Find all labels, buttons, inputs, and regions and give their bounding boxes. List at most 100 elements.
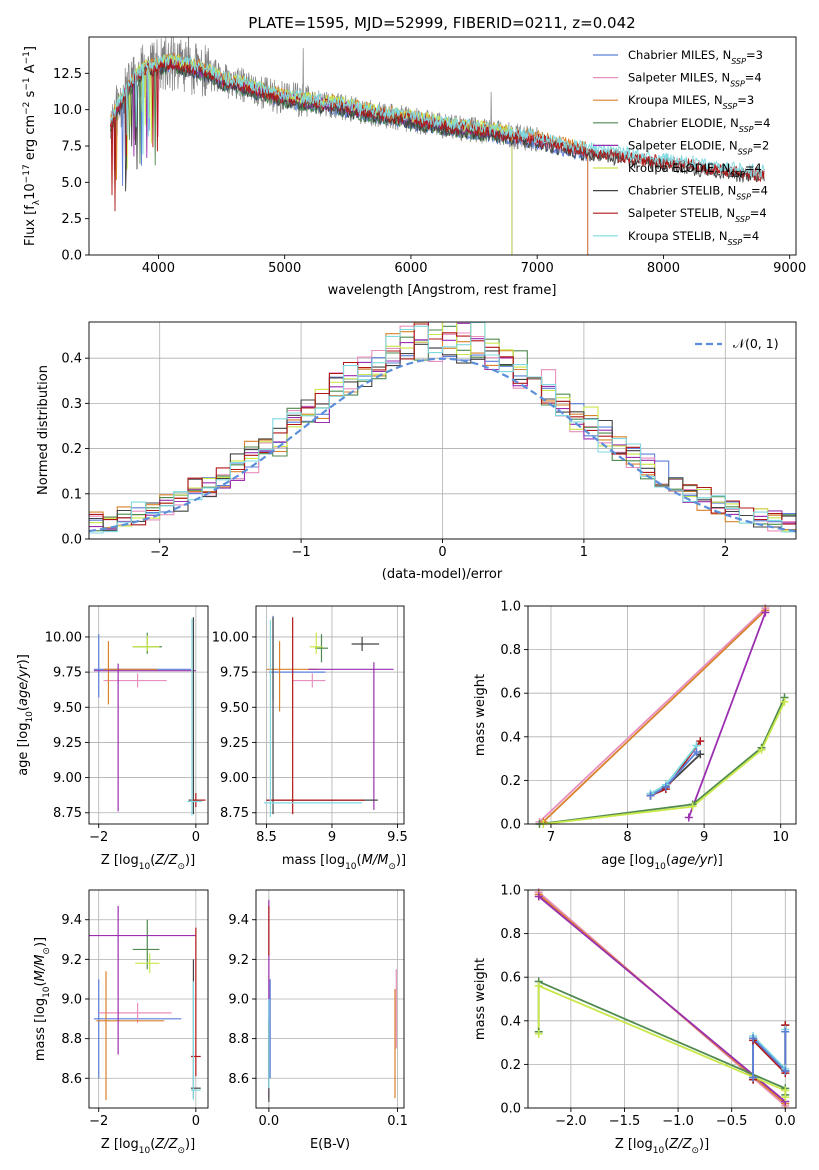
weight-marker <box>684 813 693 822</box>
legend-label: 𝒩(0, 1) <box>733 336 779 351</box>
age_vs_mass-frame <box>255 605 405 825</box>
weight_vs_age-axes: 7 8 9 10 0.0 0.2 0.4 0.6 0.8 1.0 age [log10(age/yr… <box>473 600 797 872</box>
estimate-kroupa-elodie <box>132 635 160 652</box>
estimate-kroupa-elodie <box>309 632 323 654</box>
age-vs-Z-y-label: age [log10(age/yr)] <box>16 654 35 776</box>
weight-line-kroupa-elodie <box>543 701 786 824</box>
weight-marker <box>781 1027 790 1036</box>
mass_vs_EBV-plot-area <box>268 899 397 1103</box>
y-tick-label: 10.00 <box>45 630 82 645</box>
y-tick-label: 8.75 <box>220 806 249 821</box>
model-spectrum-chabrier-elodie <box>110 61 513 255</box>
x-tick-label: 9.5 <box>387 830 408 845</box>
legend-label: Salpeter ELODIE, NSSP=2 <box>628 138 769 156</box>
x-tick-label: 0 <box>192 1114 200 1129</box>
weight-marker <box>661 782 670 791</box>
x-tick-label: 8 <box>623 830 631 845</box>
weight-marker <box>780 697 789 706</box>
x-tick-label: 9000 <box>773 261 806 276</box>
x-tick-label: 9 <box>328 830 336 845</box>
legend-label: Salpeter MILES, NSSP=4 <box>628 71 762 89</box>
legend-label: Chabrier STELIB, NSSP=4 <box>628 184 768 202</box>
weight-marker <box>534 981 543 990</box>
estimate-salpeter-miles <box>98 1002 172 1023</box>
y-tick-label: 10.0 <box>53 103 82 118</box>
y-tick-label: 9.75 <box>53 666 82 681</box>
y-tick-label: 0.2 <box>500 774 521 789</box>
y-tick-label: 1.0 <box>500 884 521 899</box>
age_vs_mass-plot-area <box>263 615 394 817</box>
x-tick-label: 1 <box>580 545 588 560</box>
x-tick-label: 7000 <box>521 261 554 276</box>
weight-marker <box>692 748 701 757</box>
x-tick-label: −2 <box>89 830 108 845</box>
legend-label: Kroupa MILES, NSSP=3 <box>628 93 754 111</box>
y-tick-label: 9.25 <box>53 736 82 751</box>
x-tick-label: −2 <box>150 545 169 560</box>
histogram-kroupa-stelib <box>89 322 796 534</box>
legend-label: Chabrier ELODIE, NSSP=4 <box>628 116 770 134</box>
estimate-kroupa-miles <box>96 971 165 1101</box>
x-tick-label: 8000 <box>647 261 680 276</box>
y-tick-label: 0.8 <box>500 643 521 658</box>
weight-marker <box>749 1034 758 1043</box>
y-tick-label: 0.0 <box>61 249 82 264</box>
weight-vs-Z-y-label: mass weight <box>473 958 488 1040</box>
y-tick-label: 9.4 <box>228 913 249 928</box>
model-spectrum-chabrier-stelib <box>110 60 765 192</box>
x-tick-label: 8.5 <box>256 830 277 845</box>
weight-line-kroupa-stelib <box>650 744 698 795</box>
x-tick-label: 0 <box>438 545 446 560</box>
x-tick-label: −0.5 <box>716 1114 748 1129</box>
weight-marker <box>781 1093 790 1102</box>
estimate-salpeter-miles <box>292 673 326 688</box>
y-tick-label: 8.6 <box>228 1072 249 1087</box>
y-tick-label: 9.0 <box>61 993 82 1008</box>
x-tick-label: −1 <box>292 545 311 560</box>
estimate-chabrier-elodie <box>314 634 329 663</box>
y-tick-label: 0.0 <box>500 1102 521 1117</box>
weight-line-chabrier-miles <box>752 1031 787 1078</box>
x-tick-label: 0.1 <box>387 1114 408 1129</box>
weight-marker <box>534 1029 543 1038</box>
y-tick-label: 9.25 <box>220 736 249 751</box>
y-tick-label: 8.6 <box>61 1072 82 1087</box>
age_vs_Z-plot-area <box>93 617 206 816</box>
estimate-salpeter-elodie <box>93 663 196 812</box>
weight-marker <box>646 791 655 800</box>
weight_vs_Z-axes: −2.0 −1.5 −1.0 −0.5 0.0 0.0 0.2 0.4 0.6 0.8 1.0 Z [… <box>473 884 797 1156</box>
residuals-y-label: Normed distribution <box>36 365 51 495</box>
estimate-chabrier-stelib <box>351 636 380 652</box>
x-tick-label: 9 <box>700 830 708 845</box>
weight-vs-age-y-label: mass weight <box>473 674 488 756</box>
x-tick-label: 4000 <box>142 261 175 276</box>
mass-vs-Z-x-label: Z [log10(Z/Z⊙)] <box>101 1137 195 1156</box>
legend-label: Salpeter STELIB, NSSP=4 <box>628 206 767 224</box>
x-tick-label: 7 <box>547 830 555 845</box>
weight-line-salpeter-elodie <box>687 612 767 818</box>
y-tick-label: 12.5 <box>53 67 82 82</box>
estimate-kroupa-miles <box>103 641 157 705</box>
weight-line-salpeter-elodie <box>538 895 786 1103</box>
weight-marker <box>781 1066 790 1075</box>
y-tick-label: 0.6 <box>500 971 521 986</box>
y-tick-label: 9.50 <box>220 701 249 716</box>
y-tick-label: 7.5 <box>61 140 82 155</box>
age-vs-mass-x-label: mass [log10(M/M⊙)] <box>282 853 406 872</box>
weight-marker <box>534 892 543 901</box>
x-tick-label: −1.5 <box>609 1114 641 1129</box>
estimate-chabrier-miles <box>93 979 182 1079</box>
normal-curve <box>89 357 796 533</box>
legend-label: Chabrier MILES, NSSP=3 <box>628 48 763 66</box>
estimate-kroupa-elodie <box>135 953 160 974</box>
mass-vs-EBV-x-label: E(B-V) <box>310 1137 350 1152</box>
y-tick-label: 0.6 <box>500 687 521 702</box>
model-spectrum-kroupa-stelib <box>110 54 765 178</box>
x-tick-label: 0.0 <box>775 1114 796 1129</box>
weight-marker <box>761 608 770 617</box>
weight-line-kroupa-miles <box>542 609 767 823</box>
weight-line-chabrier-elodie <box>539 697 786 824</box>
x-tick-label: −2 <box>89 1114 108 1129</box>
model-spectrum-chabrier-miles <box>110 60 589 255</box>
